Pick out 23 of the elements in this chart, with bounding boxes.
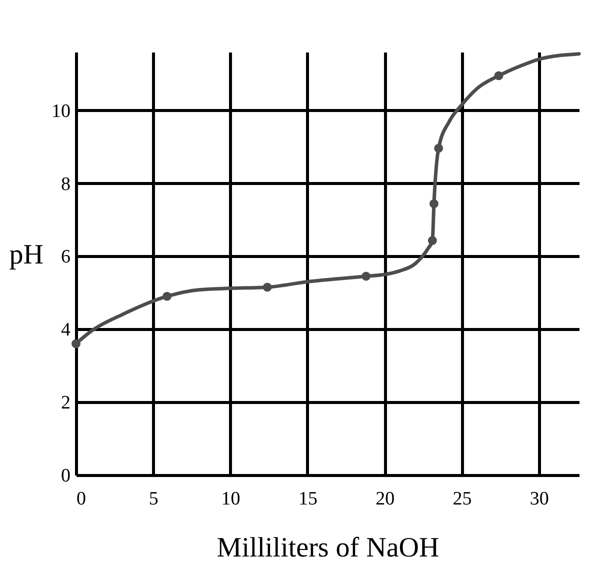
point xyxy=(72,339,80,348)
x-tick-label: 5 xyxy=(148,488,158,510)
point xyxy=(429,199,438,208)
y-tick-label: 6 xyxy=(61,246,70,268)
y-tick-label: 10 xyxy=(52,100,70,122)
x-tick-label: 20 xyxy=(376,488,395,510)
point xyxy=(162,292,172,301)
x-tick-label: 30 xyxy=(530,488,549,510)
point xyxy=(434,144,444,153)
point xyxy=(428,236,437,245)
y-tick-label: 4 xyxy=(61,320,71,341)
point xyxy=(494,71,504,80)
x-axis-title: Milliliters of NaOH xyxy=(216,532,440,564)
y-tick-label: 0 xyxy=(61,466,70,486)
y-axis-title: pH xyxy=(9,240,44,271)
x-tick-label: 10 xyxy=(221,488,240,510)
point xyxy=(262,282,272,292)
y-tick-label: 8 xyxy=(61,174,70,195)
x-tick-label: 0 xyxy=(76,488,86,510)
point xyxy=(362,272,371,281)
y-tick-label: 2 xyxy=(61,392,70,414)
x-tick-label: 15 xyxy=(298,488,318,510)
x-tick-label: 25 xyxy=(452,488,472,510)
